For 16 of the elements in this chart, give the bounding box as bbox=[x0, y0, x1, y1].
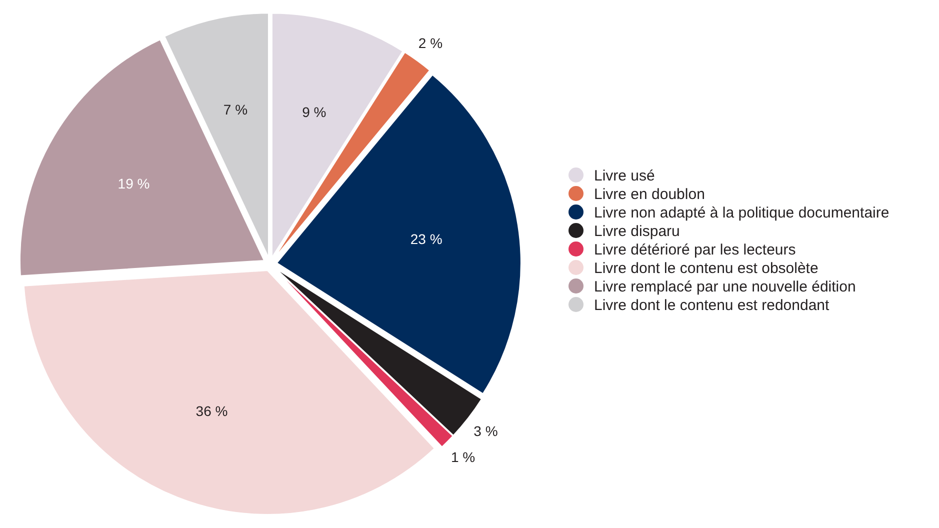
data-label: 2 % bbox=[418, 35, 443, 52]
data-label: 1 % bbox=[450, 448, 476, 465]
data-label: 7 % bbox=[223, 101, 248, 118]
legend-label: Livre usé bbox=[594, 167, 655, 184]
data-label: 3 % bbox=[474, 423, 498, 440]
legend-label: Livre remplacé par une nouvelle édition bbox=[594, 278, 856, 296]
data-label: 9 % bbox=[302, 104, 326, 120]
data-label: 23 % bbox=[410, 231, 442, 248]
legend-label: Livre disparu bbox=[594, 222, 680, 240]
legend-label: Livre dont le contenu est redondant bbox=[594, 296, 830, 314]
legend-label: Livre détérioré par les lecteurs bbox=[594, 241, 796, 258]
legend-label: Livre non adapté à la politique documentaire bbox=[594, 204, 890, 222]
data-label: 36 % bbox=[196, 403, 228, 420]
legend-label: Livre dont le contenu est obsolète bbox=[594, 260, 818, 277]
data-label: 19 % bbox=[118, 175, 150, 192]
legend-label: Livre en doublon bbox=[594, 186, 705, 203]
